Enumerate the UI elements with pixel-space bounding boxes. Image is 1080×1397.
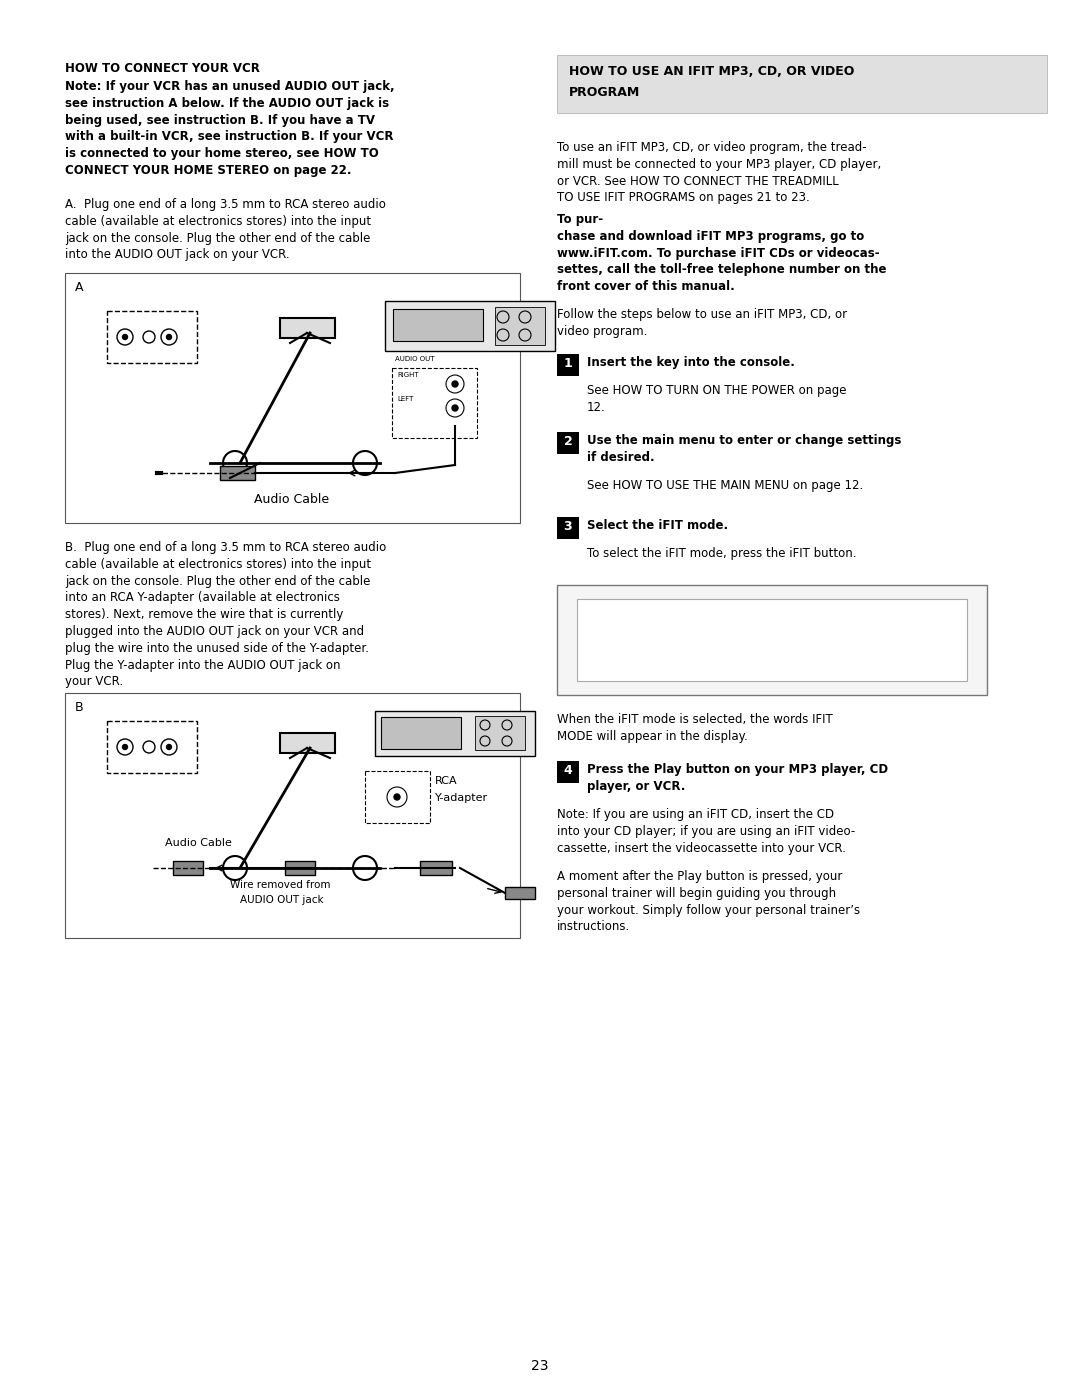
Bar bbox=[420, 861, 453, 875]
Text: AUDIO OUT: AUDIO OUT bbox=[395, 356, 434, 362]
Text: Select the iFIT mode.: Select the iFIT mode. bbox=[588, 520, 728, 532]
Text: Audio Cable: Audio Cable bbox=[165, 838, 232, 848]
Text: RCA: RCA bbox=[435, 775, 458, 787]
Text: Note: If your VCR has an unused AUDIO OUT jack,
see instruction A below. If the : Note: If your VCR has an unused AUDIO OU… bbox=[65, 80, 394, 177]
Bar bbox=[65, 272, 519, 522]
Text: When the iFIT mode is selected, the words IFIT
MODE will appear in the display.: When the iFIT mode is selected, the word… bbox=[557, 712, 833, 743]
Text: Note: If you are using an iFIT CD, insert the CD
into your CD player; if you are: Note: If you are using an iFIT CD, inser… bbox=[557, 807, 855, 855]
Bar bbox=[557, 432, 579, 454]
Bar bbox=[505, 887, 535, 900]
Text: 3: 3 bbox=[564, 520, 572, 534]
Text: A.  Plug one end of a long 3.5 mm to RCA stereo audio
cable (available at electr: A. Plug one end of a long 3.5 mm to RCA … bbox=[65, 198, 386, 261]
Bar bbox=[365, 771, 430, 823]
Bar bbox=[220, 467, 255, 481]
Text: PROGRAM: PROGRAM bbox=[569, 87, 640, 99]
Bar bbox=[557, 585, 987, 694]
Bar bbox=[393, 309, 483, 341]
Bar bbox=[557, 54, 1047, 113]
Text: B: B bbox=[75, 701, 83, 714]
Bar bbox=[475, 717, 525, 750]
Bar bbox=[557, 353, 579, 376]
Text: 2: 2 bbox=[564, 434, 572, 448]
Circle shape bbox=[122, 745, 127, 750]
Bar bbox=[280, 733, 335, 753]
Text: See HOW TO TURN ON THE POWER on page
12.: See HOW TO TURN ON THE POWER on page 12. bbox=[588, 384, 847, 414]
Circle shape bbox=[394, 793, 400, 800]
Circle shape bbox=[122, 334, 127, 339]
Text: HOW TO USE AN IFIT MP3, CD, OR VIDEO: HOW TO USE AN IFIT MP3, CD, OR VIDEO bbox=[569, 66, 854, 78]
Text: Insert the key into the console.: Insert the key into the console. bbox=[588, 356, 795, 369]
Bar bbox=[381, 717, 461, 749]
Text: Press the Play button on your MP3 player, CD
player, or VCR.: Press the Play button on your MP3 player… bbox=[588, 763, 888, 793]
Text: A: A bbox=[75, 281, 83, 293]
Bar bbox=[65, 693, 519, 937]
Text: HOW TO CONNECT YOUR VCR: HOW TO CONNECT YOUR VCR bbox=[65, 61, 260, 75]
Text: To pur-
chase and download iFIT MP3 programs, go to
www.iFIT.com. To purchase iF: To pur- chase and download iFIT MP3 prog… bbox=[557, 212, 887, 293]
Bar bbox=[173, 861, 203, 875]
Text: 4: 4 bbox=[564, 764, 572, 777]
Circle shape bbox=[453, 405, 458, 411]
Circle shape bbox=[453, 381, 458, 387]
Text: See HOW TO USE THE MAIN MENU on page 12.: See HOW TO USE THE MAIN MENU on page 12. bbox=[588, 479, 863, 492]
Circle shape bbox=[166, 334, 172, 339]
Text: To use an iFIT MP3, CD, or video program, the tread-
mill must be connected to y: To use an iFIT MP3, CD, or video program… bbox=[557, 141, 881, 204]
Bar bbox=[384, 300, 555, 351]
Bar bbox=[107, 312, 197, 363]
Text: 23: 23 bbox=[531, 1359, 549, 1373]
Circle shape bbox=[166, 745, 172, 750]
Text: AUDIO OUT jack: AUDIO OUT jack bbox=[240, 895, 324, 905]
Text: RIGHT: RIGHT bbox=[397, 372, 419, 379]
Text: 1: 1 bbox=[564, 358, 572, 370]
Bar bbox=[375, 711, 535, 756]
Bar bbox=[577, 599, 967, 680]
Text: Audio Cable: Audio Cable bbox=[255, 493, 329, 506]
Text: To select the iFIT mode, press the iFIT button.: To select the iFIT mode, press the iFIT … bbox=[588, 548, 856, 560]
Text: Follow the steps below to use an iFIT MP3, CD, or
video program.: Follow the steps below to use an iFIT MP… bbox=[557, 307, 847, 338]
Text: Y-adapter: Y-adapter bbox=[435, 793, 488, 803]
Bar bbox=[392, 367, 477, 439]
Bar bbox=[557, 761, 579, 782]
Bar bbox=[280, 319, 335, 338]
Text: LEFT: LEFT bbox=[397, 395, 414, 402]
Bar bbox=[285, 861, 315, 875]
Text: Use the main menu to enter or change settings
if desired.: Use the main menu to enter or change set… bbox=[588, 434, 902, 464]
Text: Wire removed from: Wire removed from bbox=[230, 880, 330, 890]
Bar bbox=[107, 721, 197, 773]
Bar bbox=[557, 517, 579, 539]
Bar bbox=[495, 307, 545, 345]
Text: A moment after the Play button is pressed, your
personal trainer will begin guid: A moment after the Play button is presse… bbox=[557, 870, 860, 933]
Text: B.  Plug one end of a long 3.5 mm to RCA stereo audio
cable (available at electr: B. Plug one end of a long 3.5 mm to RCA … bbox=[65, 541, 387, 689]
